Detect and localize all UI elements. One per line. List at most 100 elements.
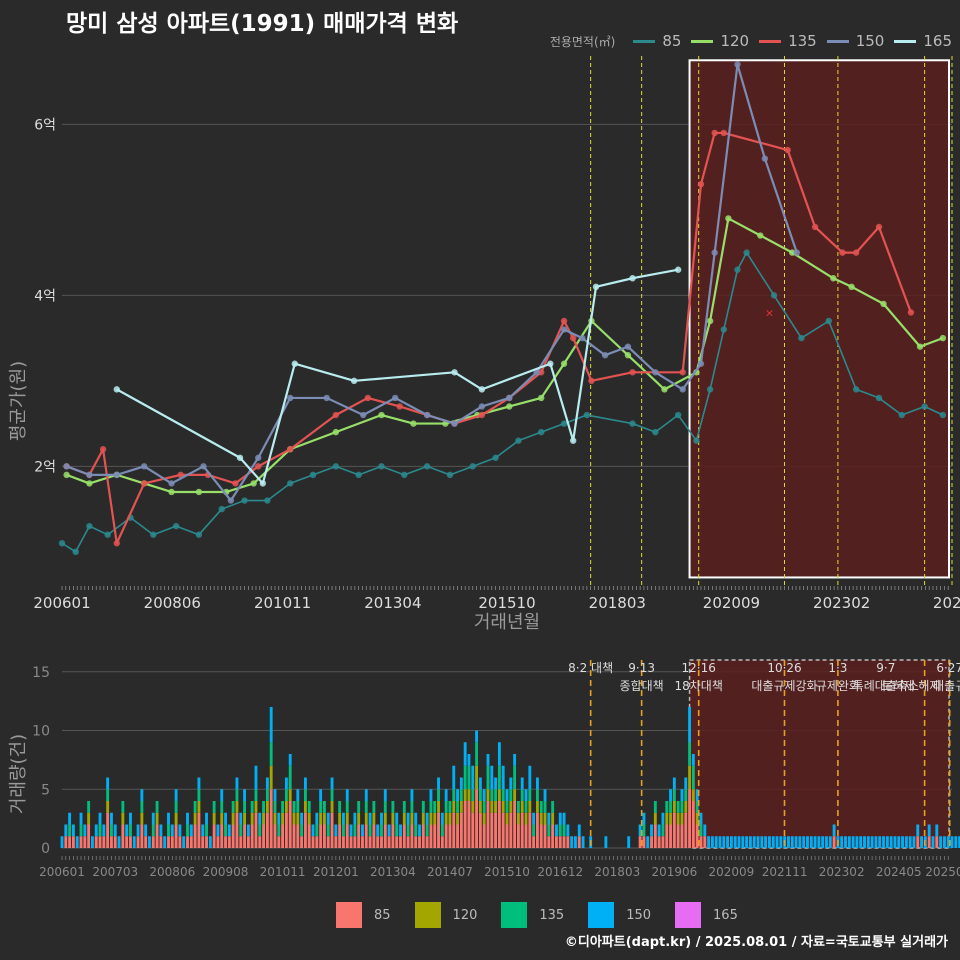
bar-segment-85 xyxy=(315,836,319,848)
data-point-85 xyxy=(378,463,385,470)
bar-segment-135 xyxy=(300,824,304,837)
bar-segment-135 xyxy=(653,801,657,813)
bar-segment-85 xyxy=(193,824,197,848)
legend-item-135[interactable]: 135 xyxy=(759,32,817,50)
legend-bar-item-85[interactable]: 85 xyxy=(336,902,391,928)
bar-segment-150 xyxy=(745,836,749,848)
bar-segment-150 xyxy=(418,824,421,837)
bar-segment-120 xyxy=(471,801,475,813)
bar-segment-120 xyxy=(676,812,680,825)
bar-segment-135 xyxy=(528,789,532,801)
data-point-150 xyxy=(560,326,568,333)
bar-segment-150 xyxy=(832,824,836,837)
bar-segment-135 xyxy=(250,801,254,813)
bar-segment-150 xyxy=(729,836,733,848)
bar-segment-85 xyxy=(410,824,414,848)
bar-segment-120 xyxy=(410,812,414,825)
data-point-165 xyxy=(547,360,554,367)
bar-segment-150 xyxy=(106,777,110,790)
bar-segment-135 xyxy=(688,742,691,766)
bar-segment-150 xyxy=(258,812,262,825)
bar-segment-150 xyxy=(239,812,243,825)
bar-segment-85 xyxy=(535,812,539,848)
bar-segment-150 xyxy=(140,789,144,801)
bar-segment-85 xyxy=(250,824,254,848)
series-line-150 xyxy=(66,63,798,502)
top-legend: 전용면적(㎡) 85 120 135 150 165 xyxy=(550,32,952,50)
bar-segment-150 xyxy=(342,812,345,825)
bar-segment-85 xyxy=(927,836,931,848)
policy-annotation-name: 특례대출축소 xyxy=(853,679,919,693)
bar-segment-150 xyxy=(501,765,505,790)
legend-line-150 xyxy=(826,39,849,43)
legend-item-85[interactable]: 85 xyxy=(633,32,681,50)
bar-segment-120 xyxy=(444,812,448,825)
bar-segment-120 xyxy=(262,812,266,825)
bar-segment-135 xyxy=(425,824,429,837)
policy-annotation-title: 8·2 대책 xyxy=(568,660,613,675)
legend-bar-item-120[interactable]: 120 xyxy=(414,902,477,928)
bar-segment-150 xyxy=(714,836,718,848)
legend-title: 전용면적(㎡) xyxy=(549,34,616,49)
bar-segment-135 xyxy=(281,801,285,813)
data-point-135 xyxy=(679,369,686,376)
bar-segment-135 xyxy=(410,801,414,813)
bar-segment-135 xyxy=(543,801,547,813)
bar-segment-85 xyxy=(79,836,83,848)
policy-annotation-title: 1·3 xyxy=(828,661,847,675)
data-point-150 xyxy=(63,463,70,470)
bar-segment-85 xyxy=(444,824,448,848)
legend-item-150[interactable]: 150 xyxy=(826,32,884,50)
bar-segment-120 xyxy=(535,801,539,813)
data-point-120 xyxy=(168,488,175,496)
bar-x-tick-label: 201407 xyxy=(427,865,473,879)
bar-segment-135 xyxy=(406,824,410,837)
bar-segment-150 xyxy=(478,777,482,790)
legend-bar-item-150[interactable]: 150 xyxy=(588,902,651,928)
legend-item-120[interactable]: 120 xyxy=(691,32,749,50)
bar-segment-120 xyxy=(288,789,292,801)
bar-segment-150 xyxy=(741,836,745,848)
bar-segment-150 xyxy=(532,812,536,825)
x-tick-label: 202302 xyxy=(813,594,870,612)
bar-segment-85 xyxy=(326,836,330,848)
legend-bar-item-165[interactable]: 165 xyxy=(675,902,738,928)
bar-segment-150 xyxy=(463,742,467,766)
bar-segment-135 xyxy=(231,801,235,813)
bar-segment-150 xyxy=(216,824,220,837)
bar-y-tick-label: 10 xyxy=(32,724,50,740)
bar-segment-85 xyxy=(657,836,661,848)
bar-segment-85 xyxy=(288,801,292,848)
bar-segment-150 xyxy=(467,754,471,766)
bar-segment-85 xyxy=(273,824,277,848)
bar-x-tick-label: 202405 xyxy=(876,865,922,879)
bar-segment-85 xyxy=(520,812,524,848)
data-point-120 xyxy=(378,411,385,419)
bar-segment-150 xyxy=(726,836,730,848)
data-point-135 xyxy=(711,129,718,137)
bar-segment-135 xyxy=(494,789,498,801)
data-point-85 xyxy=(309,471,317,479)
bar-segment-120 xyxy=(497,789,501,801)
credit-text: ©디아파트(dapt.kr) / 2025.08.01 / 자료=국토교통부 실… xyxy=(564,935,948,950)
data-point-165 xyxy=(236,454,244,461)
bar-segment-135 xyxy=(478,789,482,801)
bar-segment-120 xyxy=(513,789,517,801)
bar-segment-150 xyxy=(132,836,136,848)
y-axis-label: 평균가(원) xyxy=(8,361,29,441)
data-point-165 xyxy=(451,369,458,376)
bar-segment-120 xyxy=(383,812,387,825)
bar-segment-120 xyxy=(684,801,688,813)
bar-segment-150 xyxy=(406,812,410,825)
legend-bar-item-135[interactable]: 135 xyxy=(501,902,564,928)
bar-segment-150 xyxy=(878,836,882,848)
bar-segment-85 xyxy=(205,836,208,848)
legend-swatch-165 xyxy=(675,902,702,928)
data-point-85 xyxy=(629,420,636,427)
legend-item-165[interactable]: 165 xyxy=(894,32,952,50)
bar-x-tick-label: 201304 xyxy=(370,865,416,879)
bar-segment-150 xyxy=(942,836,946,848)
bar-segment-120 xyxy=(669,812,672,825)
bar-segment-120 xyxy=(193,812,197,825)
bar-segment-85 xyxy=(395,836,399,848)
